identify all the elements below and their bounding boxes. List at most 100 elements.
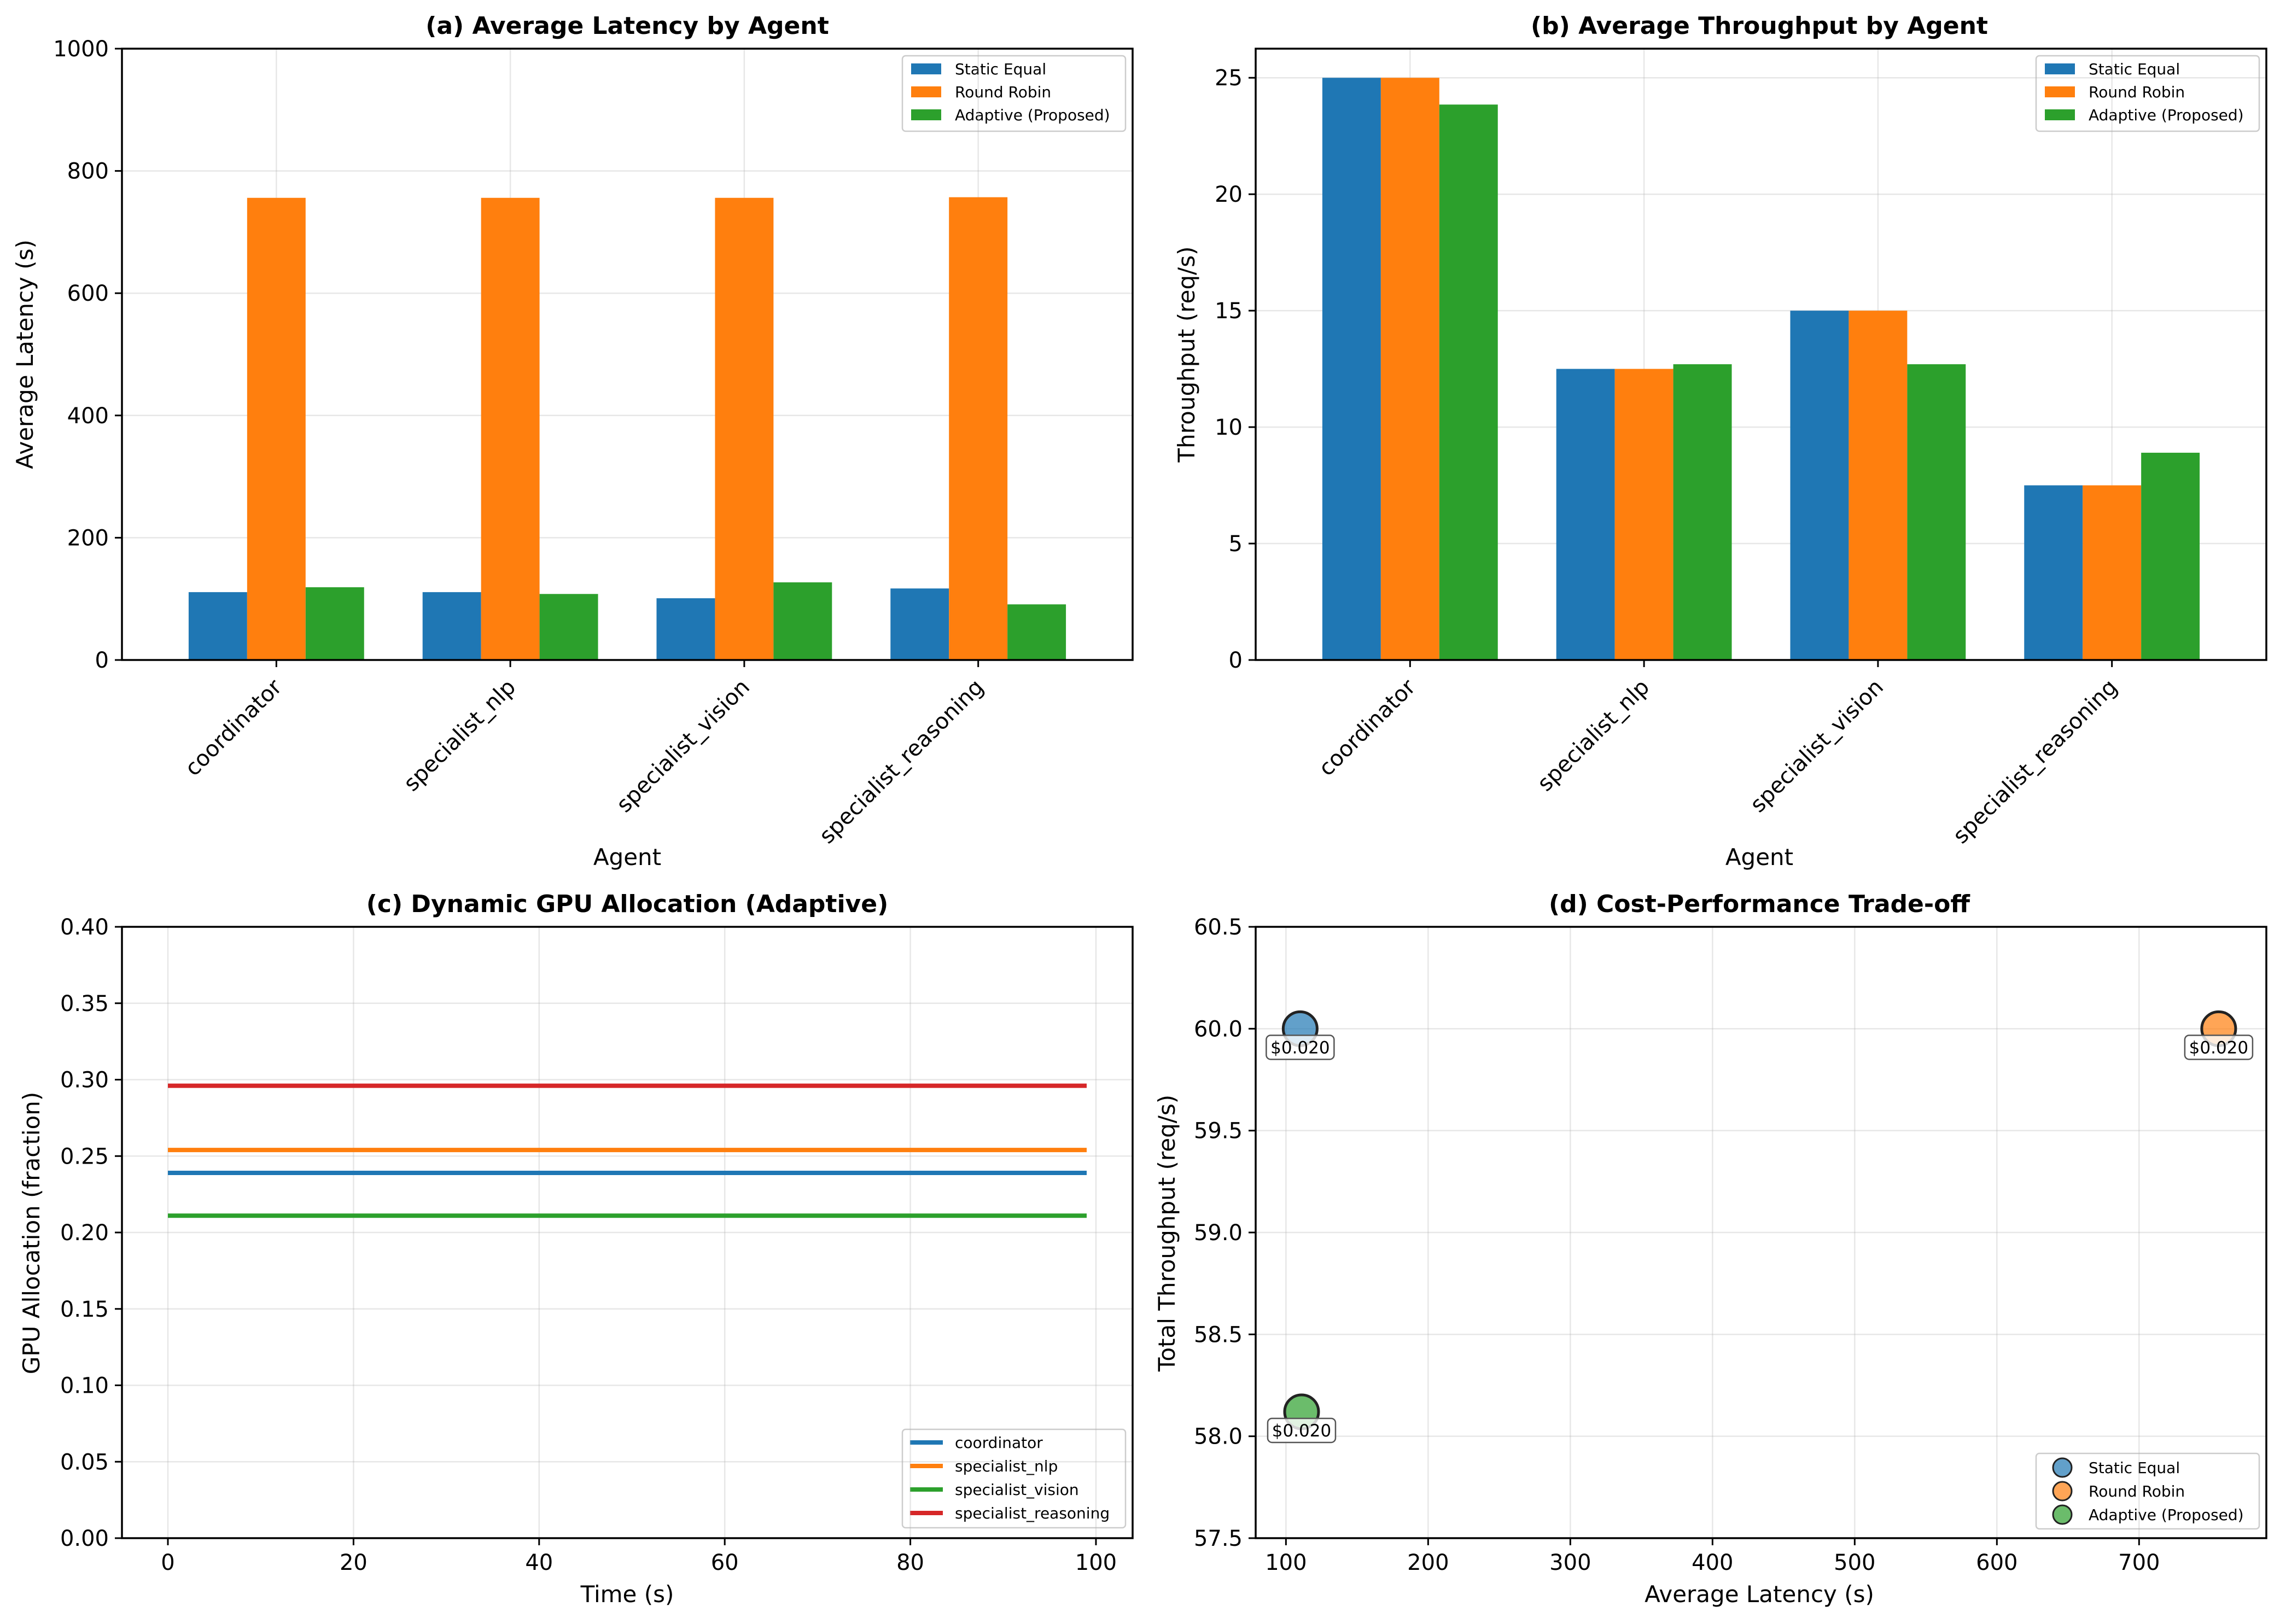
throughput-legend-label-round-robin: Round Robin (2089, 83, 2185, 101)
latency-bar-adaptive-proposed-specialist-vision (773, 582, 832, 660)
allocation-y-tick-label: 0.05 (60, 1450, 109, 1475)
allocation-y-tick-label: 0.25 (60, 1144, 109, 1169)
tradeoff-legend: Static Equal Round Robin Adaptive (Propo… (2035, 1452, 2260, 1530)
latency-bar-static-equal-specialist-nlp (422, 592, 481, 660)
latency-bar-static-equal-specialist-reasoning (890, 588, 949, 660)
latency-plot-frame (121, 48, 1134, 661)
allocation-x-tick-label: 20 (340, 1550, 368, 1575)
tradeoff-y-axis-label: Total Throughput (req/s) (1153, 1095, 1180, 1372)
latency-chart-title: (a) Average Latency by Agent (425, 12, 829, 40)
throughput-bar-round-robin-coordinator (1380, 78, 1439, 661)
throughput-x-axis-label: Agent (1725, 844, 1793, 871)
tradeoff-cost-label-adaptive-proposed: $0.020 (1272, 1421, 1331, 1441)
tradeoff-plot-frame (1255, 926, 2267, 1539)
throughput-legend-swatch-static (2045, 63, 2075, 74)
throughput-bar-adaptive-proposed-specialist-vision (1907, 364, 1966, 660)
tradeoff-cost-label-round-robin: $0.020 (2189, 1038, 2248, 1058)
tradeoff-x-tick-label: 300 (1549, 1550, 1591, 1575)
allocation-legend-label-coordinator: coordinator (955, 1434, 1043, 1452)
allocation-y-tick-label: 0.10 (60, 1374, 109, 1399)
tradeoff-y-tick-label: 60.0 (1194, 1017, 1243, 1042)
latency-legend-frame (901, 55, 1127, 132)
allocation-chart: (c) Dynamic GPU Allocation (Adaptive) Ti… (18, 890, 1134, 1608)
allocation-legend-label-vision: specialist_vision (955, 1481, 1079, 1499)
tradeoff-x-tick-label: 600 (1976, 1550, 2017, 1575)
latency-bar-round-robin-specialist-reasoning (949, 197, 1008, 660)
throughput-bar-static-equal-coordinator (1322, 78, 1381, 661)
latency-legend-label-static: Static Equal (955, 60, 1046, 78)
latency-y-axis-label: Average Latency (s) (11, 239, 38, 469)
tradeoff-legend-marker-adaptive (2052, 1504, 2073, 1525)
throughput-y-tick-label: 0 (1229, 648, 1243, 673)
tradeoff-y-tick-label: 58.5 (1194, 1322, 1243, 1347)
tradeoff-chart: (d) Cost-Performance Trade-off Average L… (1153, 890, 2267, 1608)
tradeoff-y-tick-label: 59.5 (1194, 1119, 1243, 1144)
throughput-legend-frame (2035, 55, 2260, 132)
latency-bar-static-equal-specialist-vision (656, 598, 715, 660)
latency-chart: (a) Average Latency by Agent Agent Avera… (11, 12, 1134, 871)
throughput-legend-swatch-round-robin (2045, 86, 2075, 97)
latency-bar-adaptive-proposed-specialist-nlp (539, 594, 598, 660)
throughput-y-tick-label: 25 (1215, 66, 1243, 91)
latency-y-tick-label: 0 (95, 648, 109, 673)
throughput-plot-frame (1255, 48, 2267, 661)
throughput-legend-label-adaptive: Adaptive (Proposed) (2089, 106, 2244, 124)
tradeoff-x-tick-label: 500 (1834, 1550, 1875, 1575)
allocation-legend-label-reasoning: specialist_reasoning (955, 1504, 1110, 1522)
allocation-y-tick-label: 0.30 (60, 1068, 109, 1093)
tradeoff-legend-frame (2035, 1452, 2260, 1530)
latency-y-tick-label: 200 (67, 525, 109, 551)
tradeoff-y-tick-label: 59.0 (1194, 1220, 1243, 1246)
throughput-bar-adaptive-proposed-specialist-nlp (1673, 364, 1732, 660)
latency-y-tick-label: 400 (67, 404, 109, 429)
latency-y-tick-label: 1000 (53, 37, 109, 62)
allocation-y-tick-label: 0.35 (60, 991, 109, 1017)
tradeoff-legend-marker-round-robin (2052, 1481, 2073, 1502)
throughput-bar-round-robin-specialist-nlp (1614, 369, 1673, 660)
latency-bar-static-equal-coordinator (188, 592, 247, 660)
latency-bar-round-robin-specialist-nlp (481, 197, 540, 660)
throughput-y-tick-label: 15 (1215, 299, 1243, 324)
allocation-y-tick-label: 0.00 (60, 1526, 109, 1551)
throughput-bar-static-equal-specialist-reasoning (2024, 485, 2083, 660)
allocation-y-tick-label: 0.40 (60, 915, 109, 940)
allocation-x-axis-label: Time (s) (580, 1581, 674, 1608)
latency-legend-label-adaptive: Adaptive (Proposed) (955, 106, 1110, 124)
allocation-x-tick-label: 0 (161, 1550, 174, 1575)
throughput-bar-round-robin-specialist-reasoning (2083, 485, 2142, 660)
allocation-legend-frame (901, 1428, 1127, 1529)
allocation-plot-frame (121, 926, 1134, 1539)
throughput-y-tick-label: 10 (1215, 415, 1243, 440)
throughput-legend-label-static: Static Equal (2089, 60, 2180, 78)
allocation-x-tick-label: 80 (896, 1550, 924, 1575)
throughput-bar-round-robin-specialist-vision (1849, 311, 1908, 660)
latency-x-axis-label: Agent (593, 844, 661, 871)
allocation-y-tick-label: 0.20 (60, 1220, 109, 1246)
throughput-bar-static-equal-specialist-vision (1790, 311, 1849, 660)
allocation-y-tick-label: 0.15 (60, 1297, 109, 1322)
allocation-chart-title: (c) Dynamic GPU Allocation (Adaptive) (366, 890, 888, 918)
latency-legend-swatch-adaptive (911, 109, 941, 120)
allocation-legend: coordinator specialist_nlp specialist_vi… (901, 1428, 1127, 1529)
tradeoff-legend-marker-static (2052, 1457, 2073, 1478)
tradeoff-x-tick-label: 100 (1265, 1550, 1307, 1575)
allocation-x-tick-label: 60 (711, 1550, 739, 1575)
latency-y-tick-label: 600 (67, 281, 109, 306)
allocation-y-axis-label: GPU Allocation (fraction) (18, 1092, 45, 1374)
tradeoff-x-tick-label: 400 (1692, 1550, 1733, 1575)
tradeoff-y-tick-label: 60.5 (1194, 915, 1243, 940)
tradeoff-cost-label-box-adaptive-proposed (1267, 1417, 1337, 1444)
allocation-legend-label-nlp: specialist_nlp (955, 1457, 1058, 1475)
tradeoff-chart-title: (d) Cost-Performance Trade-off (1549, 890, 1970, 918)
throughput-y-axis-label: Throughput (req/s) (1173, 247, 1200, 463)
tradeoff-cost-label-box-static-equal (1266, 1035, 1335, 1060)
throughput-legend-swatch-adaptive (2045, 109, 2075, 120)
throughput-bar-adaptive-proposed-specialist-reasoning (2141, 452, 2200, 660)
throughput-bar-adaptive-proposed-coordinator (1439, 104, 1498, 660)
latency-legend-label-round-robin: Round Robin (955, 83, 1051, 101)
throughput-chart-title: (b) Average Throughput by Agent (1531, 12, 1988, 40)
latency-bar-adaptive-proposed-specialist-reasoning (1007, 604, 1066, 660)
tradeoff-legend-label-round-robin: Round Robin (2089, 1482, 2185, 1500)
throughput-bar-static-equal-specialist-nlp (1556, 369, 1615, 660)
